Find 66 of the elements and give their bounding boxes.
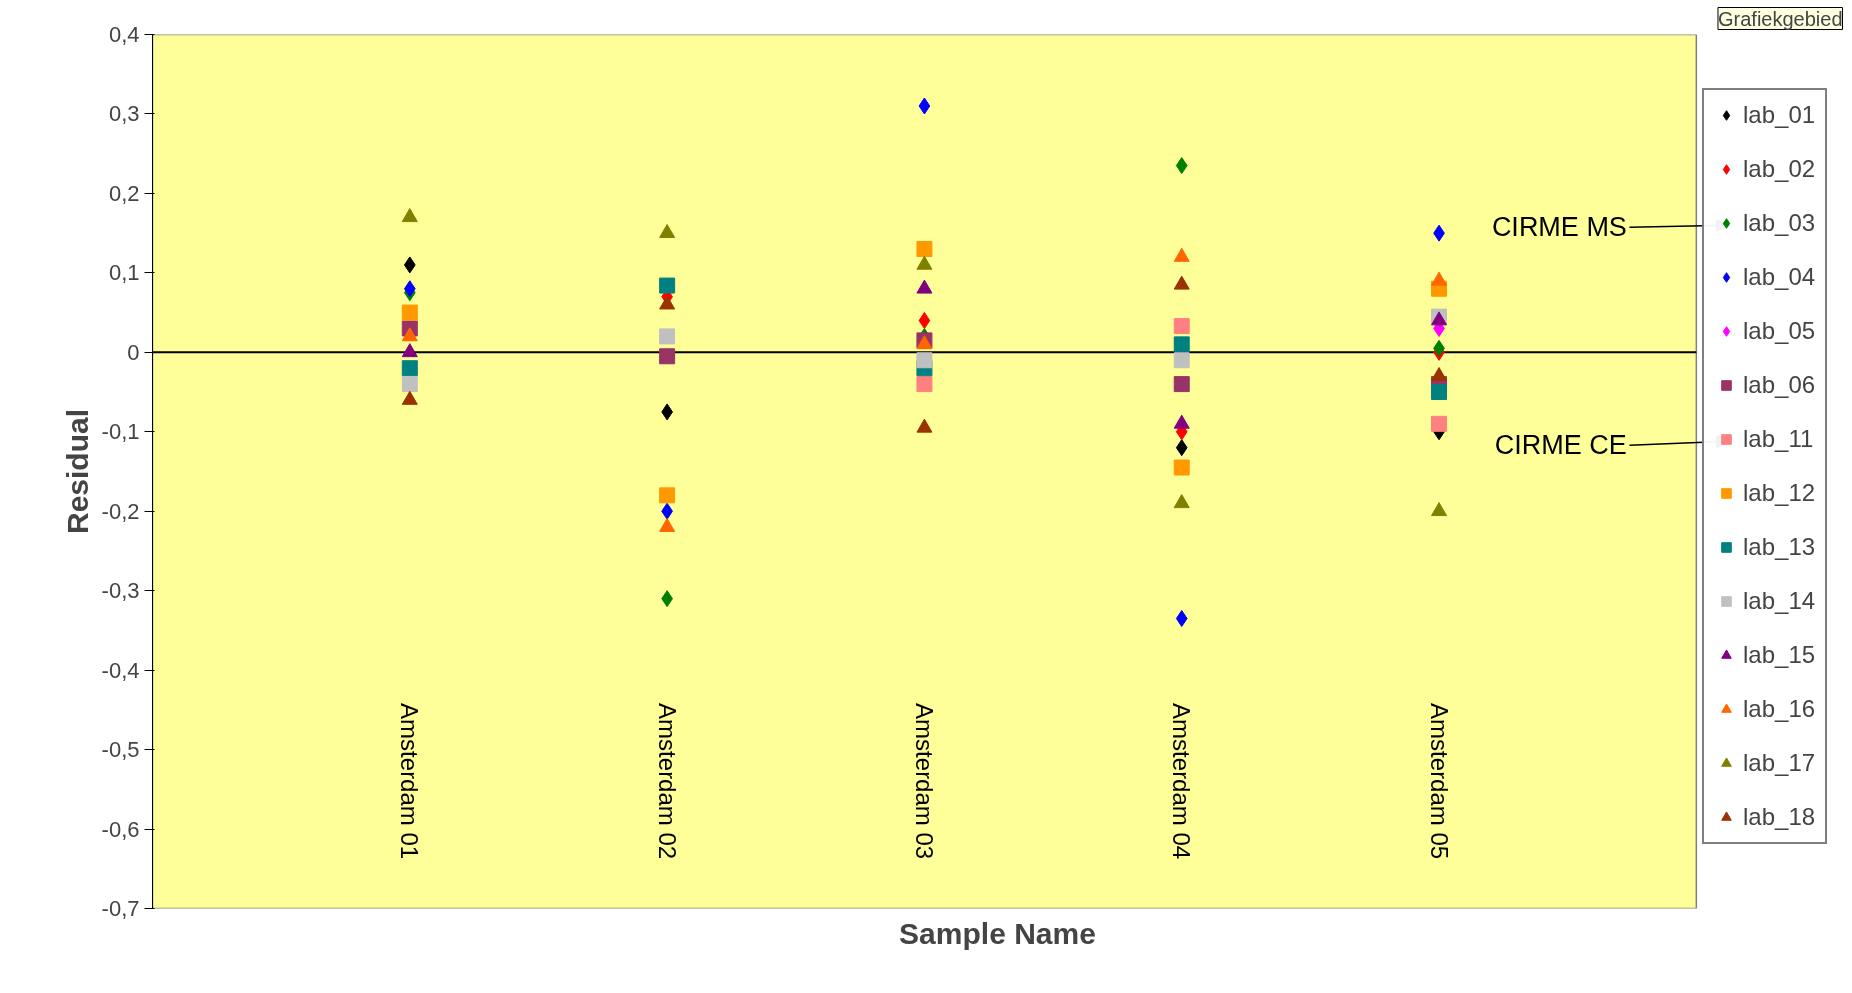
point bbox=[1431, 502, 1448, 517]
legend-label: lab_14 bbox=[1743, 586, 1816, 616]
point bbox=[659, 487, 676, 504]
legend-label: lab_15 bbox=[1743, 640, 1816, 670]
legend-label: lab_17 bbox=[1743, 748, 1816, 778]
legend-label: lab_03 bbox=[1743, 208, 1816, 238]
point bbox=[916, 352, 933, 369]
point bbox=[401, 343, 418, 358]
point bbox=[1173, 376, 1190, 393]
y-tick-label: 0,3 bbox=[108, 101, 140, 127]
point bbox=[401, 327, 418, 342]
point bbox=[659, 328, 676, 345]
y-tick-label: -0,1 bbox=[101, 419, 140, 445]
point bbox=[659, 277, 676, 294]
legend-label: lab_13 bbox=[1743, 532, 1816, 562]
y-tick-label: 0,2 bbox=[108, 180, 140, 206]
legend-label: lab_02 bbox=[1743, 154, 1816, 184]
legend-label: lab_16 bbox=[1743, 694, 1816, 724]
point bbox=[403, 280, 416, 298]
point bbox=[659, 348, 676, 365]
annotation: CIRME MS bbox=[1491, 212, 1627, 243]
y-tick-label: -0,5 bbox=[101, 737, 140, 763]
point bbox=[1173, 352, 1190, 369]
point bbox=[401, 360, 418, 377]
point bbox=[401, 208, 418, 223]
point bbox=[659, 295, 676, 310]
y-tick-label: -0,6 bbox=[101, 816, 140, 842]
y-tick-label: 0,4 bbox=[108, 22, 140, 47]
text: Grafiekgebied bbox=[1717, 7, 1843, 30]
x-tick-label: Amsterdam 04 bbox=[1168, 703, 1196, 860]
point bbox=[1173, 494, 1190, 509]
point bbox=[916, 376, 933, 393]
legend-label: lab_11 bbox=[1743, 424, 1814, 454]
point bbox=[918, 312, 931, 330]
point bbox=[916, 241, 933, 258]
point bbox=[1175, 157, 1188, 175]
point bbox=[1173, 318, 1190, 335]
point bbox=[1175, 609, 1188, 627]
legend-label: lab_05 bbox=[1743, 316, 1816, 346]
point bbox=[1431, 384, 1448, 401]
point bbox=[1175, 439, 1188, 457]
point bbox=[1173, 459, 1190, 476]
y-tick-label: 0 bbox=[127, 339, 140, 365]
y-tick-label: -0,2 bbox=[101, 498, 140, 524]
legend-label: lab_04 bbox=[1743, 262, 1816, 292]
legend-label: lab_12 bbox=[1743, 478, 1816, 508]
point bbox=[401, 304, 418, 321]
x-tick-label: Amsterdam 03 bbox=[910, 703, 938, 860]
legend-label: lab_01 bbox=[1743, 100, 1816, 130]
y-tick-label: -0,7 bbox=[101, 896, 140, 921]
annotation: CIRME CE bbox=[1494, 430, 1627, 461]
y-axis-title: Residual bbox=[60, 408, 94, 535]
legend-label: lab_18 bbox=[1743, 802, 1816, 832]
point bbox=[401, 376, 418, 393]
y-tick-label: -0,4 bbox=[101, 657, 140, 683]
y-tick-label: 0,1 bbox=[108, 260, 140, 286]
legend-label: lab_06 bbox=[1743, 370, 1816, 400]
x-tick-label: Amsterdam 05 bbox=[1425, 703, 1453, 860]
x-tick-label: Amsterdam 02 bbox=[653, 703, 681, 860]
point bbox=[1431, 415, 1448, 432]
point bbox=[1173, 336, 1190, 353]
point bbox=[403, 256, 416, 274]
point bbox=[918, 97, 931, 115]
y-tick-label: -0,3 bbox=[101, 578, 140, 604]
x-tick-label: Amsterdam 01 bbox=[396, 703, 424, 860]
x-axis-title: Sample Name bbox=[899, 916, 1096, 950]
